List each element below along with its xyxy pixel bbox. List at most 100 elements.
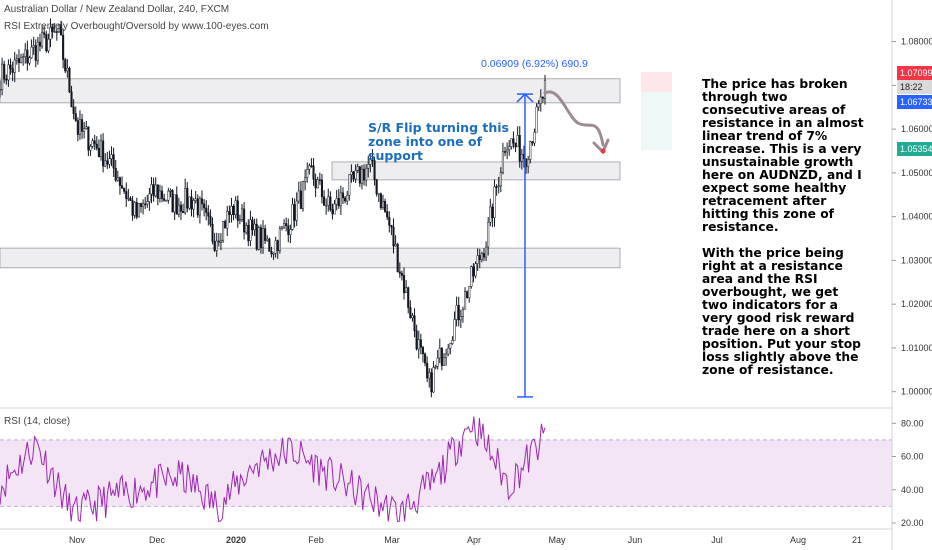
candle-body bbox=[17, 58, 20, 63]
candle-body bbox=[188, 196, 191, 209]
candle-body bbox=[329, 196, 332, 210]
candle-body bbox=[169, 190, 172, 192]
candle-body bbox=[89, 146, 92, 151]
candle-body bbox=[264, 228, 267, 241]
rsi-tick-label: 20.00 bbox=[901, 518, 924, 528]
candle-body bbox=[529, 141, 532, 160]
candle-body bbox=[259, 227, 262, 248]
candle-body bbox=[209, 215, 212, 225]
candle-body bbox=[219, 240, 222, 243]
candle-body bbox=[131, 200, 134, 216]
candle-body bbox=[22, 56, 25, 58]
candle-body bbox=[518, 135, 521, 162]
candle-body bbox=[369, 158, 372, 165]
candle-body bbox=[476, 255, 479, 265]
price-tag-target: 1.05354 bbox=[897, 142, 932, 156]
candle-body bbox=[495, 186, 498, 188]
price-tick-label: 1.01000 bbox=[901, 343, 932, 353]
candle-body bbox=[348, 174, 351, 196]
candle-body bbox=[120, 185, 124, 189]
candle-body bbox=[350, 171, 353, 175]
measure-tool bbox=[516, 93, 534, 398]
candle-body bbox=[1, 63, 4, 90]
candle-body bbox=[421, 347, 425, 355]
price-tick-label: 1.02000 bbox=[901, 299, 932, 309]
price-tick-label: 1.05000 bbox=[901, 168, 932, 178]
candle-body bbox=[325, 204, 328, 207]
candle-body bbox=[261, 228, 265, 248]
candle-body bbox=[331, 209, 334, 215]
price-tag-high: 1.07099 bbox=[897, 66, 932, 80]
candle-body bbox=[516, 135, 519, 148]
candle-body bbox=[541, 96, 544, 99]
analysis-text: The price has broken through two consecu… bbox=[702, 78, 867, 390]
candle-body bbox=[251, 219, 254, 231]
resistance-zones bbox=[0, 78, 621, 269]
candle-body bbox=[232, 206, 235, 216]
candle-body bbox=[83, 128, 86, 132]
candle-body bbox=[312, 165, 315, 180]
forecast-target-dot bbox=[600, 148, 606, 154]
candle-body bbox=[30, 46, 33, 59]
candle-body bbox=[358, 166, 361, 184]
candle-body bbox=[354, 170, 357, 180]
indicator-legend[interactable]: RSI Extremely Overbought/Oversold by www… bbox=[4, 21, 269, 32]
candle-body bbox=[445, 353, 448, 359]
candle-body bbox=[394, 244, 397, 247]
time-tick-label: Aug bbox=[790, 535, 806, 545]
candle-body bbox=[327, 196, 330, 206]
candle-body bbox=[316, 179, 319, 189]
candle-body bbox=[19, 56, 23, 63]
measure-label: 0.06909 (6.92%) 690.9 bbox=[481, 58, 588, 70]
candle-body bbox=[7, 64, 10, 81]
candle-body bbox=[293, 204, 296, 221]
candle-body bbox=[396, 244, 399, 273]
candle-body bbox=[247, 224, 250, 242]
candle-body bbox=[253, 223, 256, 231]
candle-body bbox=[32, 45, 35, 48]
price-tag-countdown: 18:22 bbox=[897, 80, 932, 94]
candle-body bbox=[15, 58, 18, 61]
price-tick-label: 1.08000 bbox=[901, 37, 932, 47]
candle-body bbox=[68, 67, 71, 93]
candle-body bbox=[127, 197, 130, 200]
candle-body bbox=[415, 330, 418, 350]
candle-body bbox=[230, 206, 233, 216]
candle-body bbox=[461, 309, 464, 317]
candle-body bbox=[474, 263, 477, 277]
candle-body bbox=[318, 179, 321, 181]
candle-body bbox=[306, 169, 309, 178]
candle-body bbox=[226, 211, 229, 229]
candle-body bbox=[228, 211, 231, 216]
candle-body bbox=[384, 200, 387, 212]
candle-body bbox=[426, 362, 429, 379]
risk-reward-box bbox=[641, 72, 672, 150]
time-tick-label: 2020 bbox=[226, 535, 246, 545]
candle-body bbox=[453, 319, 456, 341]
candle-body bbox=[41, 32, 44, 47]
candle-body bbox=[463, 291, 467, 310]
candle-body bbox=[543, 80, 547, 99]
candle-body bbox=[190, 196, 193, 210]
rsi-legend[interactable]: RSI (14, close) bbox=[4, 416, 71, 427]
candle-body bbox=[487, 222, 490, 248]
candle-body bbox=[430, 372, 433, 393]
chart-title: Australian Dollar / New Zealand Dollar, … bbox=[4, 4, 230, 15]
candle-body bbox=[301, 181, 305, 209]
candle-body bbox=[38, 41, 42, 47]
resistance-zone bbox=[0, 78, 621, 104]
stop-loss-zone bbox=[641, 72, 672, 92]
candle-body bbox=[49, 26, 52, 40]
candle-body bbox=[245, 224, 248, 233]
candle-body bbox=[62, 34, 65, 60]
candle-body bbox=[274, 240, 277, 254]
candle-body bbox=[45, 34, 48, 52]
candle-body bbox=[409, 307, 412, 319]
candle-body bbox=[194, 198, 197, 201]
candle-body bbox=[205, 207, 208, 213]
candle-body bbox=[434, 366, 437, 368]
candle-body bbox=[167, 190, 170, 201]
candle-body bbox=[402, 275, 406, 294]
candle-body bbox=[337, 198, 340, 207]
